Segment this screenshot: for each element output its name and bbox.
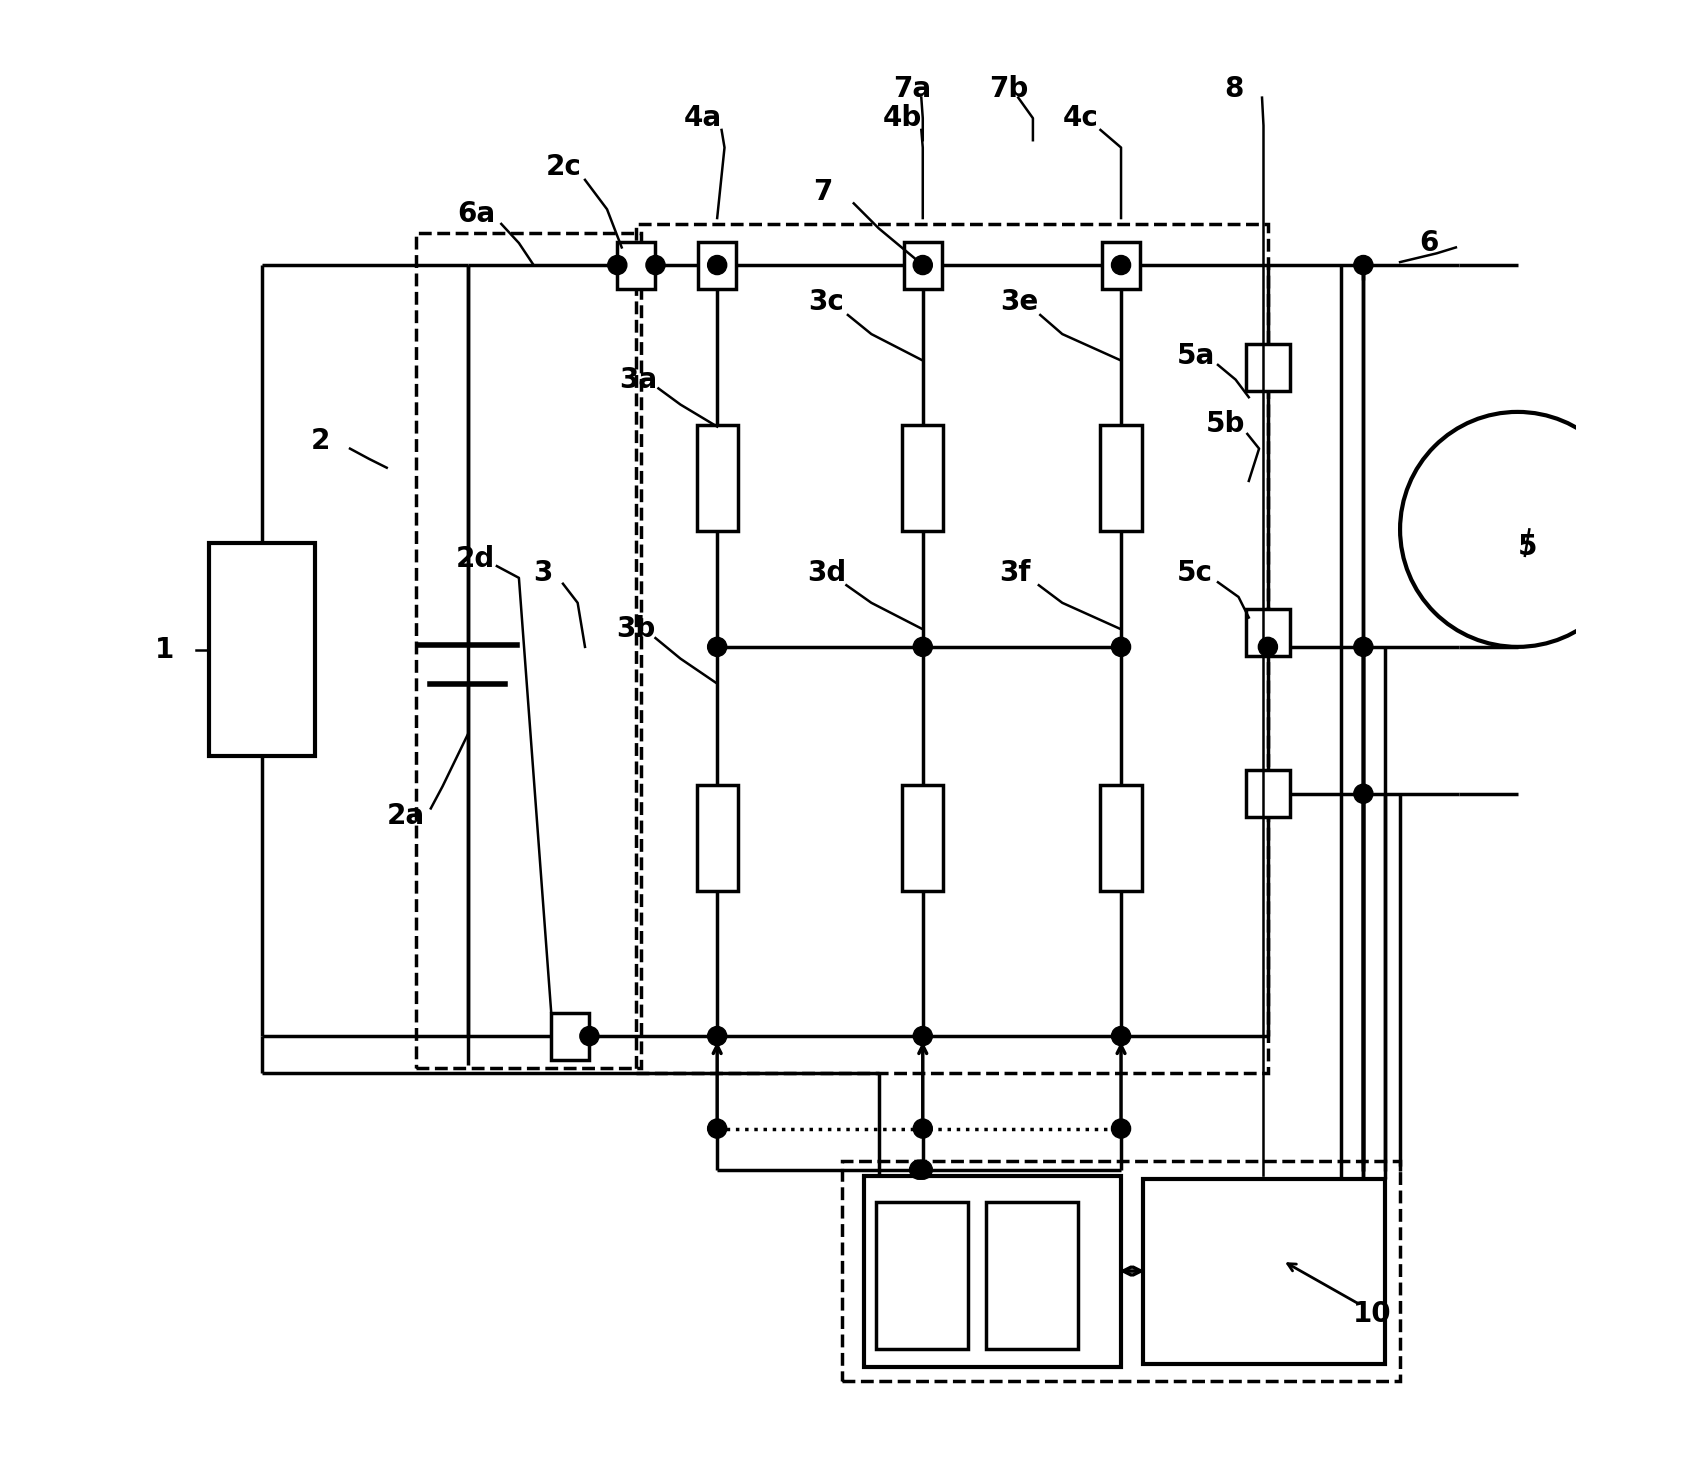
Text: 5b: 5b bbox=[1206, 410, 1246, 438]
Text: 6a: 6a bbox=[458, 200, 495, 228]
Bar bbox=[1246, 344, 1290, 391]
Bar bbox=[1246, 770, 1290, 817]
Bar bbox=[864, 1176, 1122, 1367]
Bar bbox=[416, 232, 642, 1069]
Circle shape bbox=[1111, 256, 1130, 275]
Circle shape bbox=[1354, 784, 1372, 803]
Circle shape bbox=[707, 638, 727, 657]
Circle shape bbox=[913, 256, 933, 275]
Text: 3f: 3f bbox=[999, 560, 1031, 588]
Bar bbox=[1100, 785, 1142, 891]
Circle shape bbox=[707, 1026, 727, 1045]
Text: 6: 6 bbox=[1420, 229, 1438, 257]
Text: 5c: 5c bbox=[1177, 560, 1212, 588]
Text: 1: 1 bbox=[155, 637, 173, 664]
Bar bbox=[903, 785, 943, 891]
Text: 7: 7 bbox=[813, 178, 832, 206]
Bar bbox=[697, 425, 738, 531]
Circle shape bbox=[1258, 638, 1278, 657]
Text: 3e: 3e bbox=[1000, 288, 1039, 316]
Circle shape bbox=[707, 256, 727, 275]
Text: 3c: 3c bbox=[808, 288, 844, 316]
Bar bbox=[697, 785, 738, 891]
Text: 3d: 3d bbox=[807, 560, 845, 588]
Circle shape bbox=[647, 256, 665, 275]
Text: 3a: 3a bbox=[618, 366, 657, 394]
Text: 8: 8 bbox=[1224, 75, 1243, 103]
Bar bbox=[699, 241, 736, 288]
Circle shape bbox=[1354, 638, 1372, 657]
Circle shape bbox=[909, 1160, 928, 1179]
Circle shape bbox=[1354, 256, 1372, 275]
Bar bbox=[903, 425, 943, 531]
Text: 2a: 2a bbox=[387, 801, 424, 829]
Bar bbox=[842, 1161, 1399, 1382]
Bar bbox=[618, 241, 655, 288]
Circle shape bbox=[913, 1119, 933, 1138]
Bar bbox=[904, 241, 941, 288]
Circle shape bbox=[1111, 638, 1130, 657]
Circle shape bbox=[608, 256, 626, 275]
Text: 7b: 7b bbox=[989, 75, 1029, 103]
Bar bbox=[1246, 609, 1290, 656]
Circle shape bbox=[1111, 1026, 1130, 1045]
Text: 5a: 5a bbox=[1177, 343, 1216, 370]
Text: 2: 2 bbox=[310, 428, 330, 456]
Text: 2c: 2c bbox=[546, 153, 581, 181]
Bar bbox=[1100, 425, 1142, 531]
Bar bbox=[1143, 1179, 1386, 1364]
Circle shape bbox=[913, 638, 933, 657]
Bar bbox=[985, 1202, 1078, 1349]
Bar bbox=[209, 544, 315, 756]
Circle shape bbox=[1111, 1119, 1130, 1138]
Bar bbox=[551, 1013, 589, 1060]
Circle shape bbox=[1399, 412, 1635, 647]
Circle shape bbox=[579, 1026, 600, 1045]
Text: 2d: 2d bbox=[456, 545, 495, 573]
Circle shape bbox=[707, 1119, 727, 1138]
Text: 4a: 4a bbox=[684, 104, 721, 132]
Bar bbox=[876, 1202, 968, 1349]
Text: 10: 10 bbox=[1352, 1299, 1391, 1327]
Bar bbox=[1101, 241, 1140, 288]
Text: 4c: 4c bbox=[1063, 104, 1098, 132]
Text: 5: 5 bbox=[1517, 534, 1537, 562]
Circle shape bbox=[913, 1026, 933, 1045]
Text: 4b: 4b bbox=[882, 104, 923, 132]
Bar bbox=[637, 223, 1268, 1073]
Circle shape bbox=[913, 1160, 933, 1179]
Text: 3: 3 bbox=[534, 560, 552, 588]
Text: 7a: 7a bbox=[894, 75, 931, 103]
Text: 3b: 3b bbox=[616, 616, 655, 644]
